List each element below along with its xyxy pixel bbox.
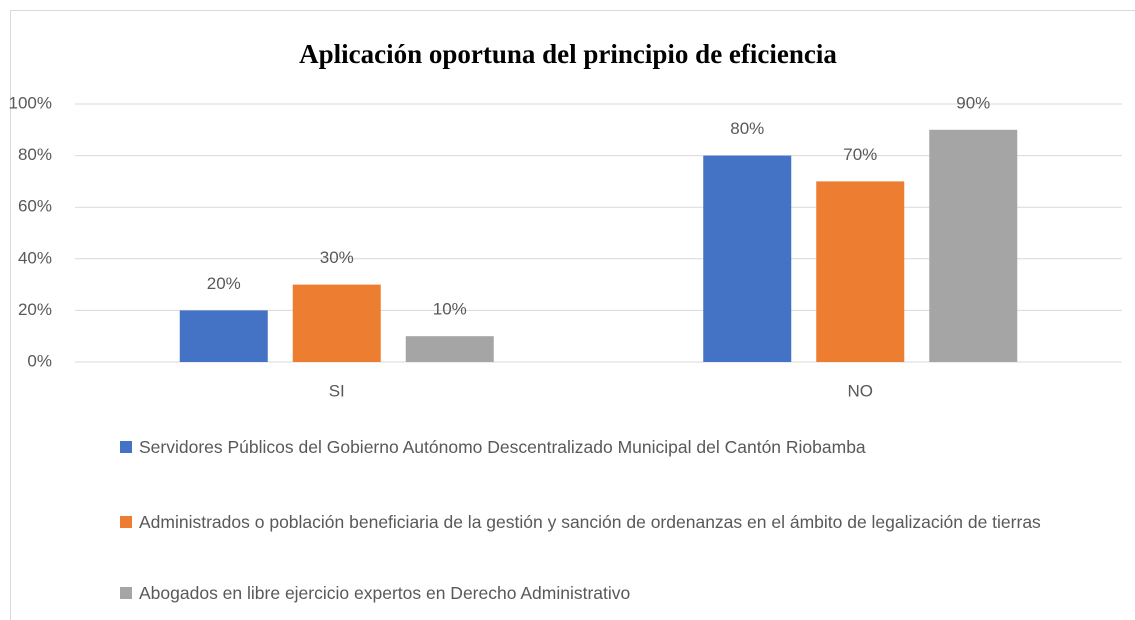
data-label: 10% xyxy=(433,300,467,319)
x-tick-label: SI xyxy=(329,381,345,400)
legend-item: Abogados en libre ejercicio expertos en … xyxy=(120,580,1080,606)
y-tick-label: 60% xyxy=(18,197,52,216)
legend-label: Servidores Públicos del Gobierno Autónom… xyxy=(139,437,866,457)
y-tick-label: 40% xyxy=(18,248,52,267)
chart-border xyxy=(10,10,1135,620)
y-tick-label: 100% xyxy=(9,93,52,112)
data-label: 80% xyxy=(730,119,764,138)
y-tick-label: 80% xyxy=(18,145,52,164)
chart-title: Aplicación oportuna del principio de efi… xyxy=(299,39,837,69)
y-tick-label: 20% xyxy=(18,300,52,319)
data-label: 20% xyxy=(207,274,241,293)
legend-swatch xyxy=(120,441,132,453)
x-tick-label: NO xyxy=(848,381,874,400)
legend-item: Servidores Públicos del Gobierno Autónom… xyxy=(120,434,1080,460)
bar xyxy=(179,310,268,362)
legend-swatch xyxy=(120,587,132,599)
legend-label: Administrados o población beneficiaria d… xyxy=(139,512,1041,532)
data-label: 30% xyxy=(320,248,354,267)
bar xyxy=(703,155,792,362)
data-label: 70% xyxy=(843,145,877,164)
bar xyxy=(292,284,381,362)
bar xyxy=(929,129,1018,362)
bar xyxy=(405,336,494,362)
data-label: 90% xyxy=(956,93,990,112)
y-tick-label: 0% xyxy=(27,351,52,370)
bar xyxy=(816,181,905,362)
legend-label: Abogados en libre ejercicio expertos en … xyxy=(139,583,631,603)
legend-swatch xyxy=(120,516,132,528)
legend-item: Administrados o población beneficiaria d… xyxy=(120,509,1080,535)
